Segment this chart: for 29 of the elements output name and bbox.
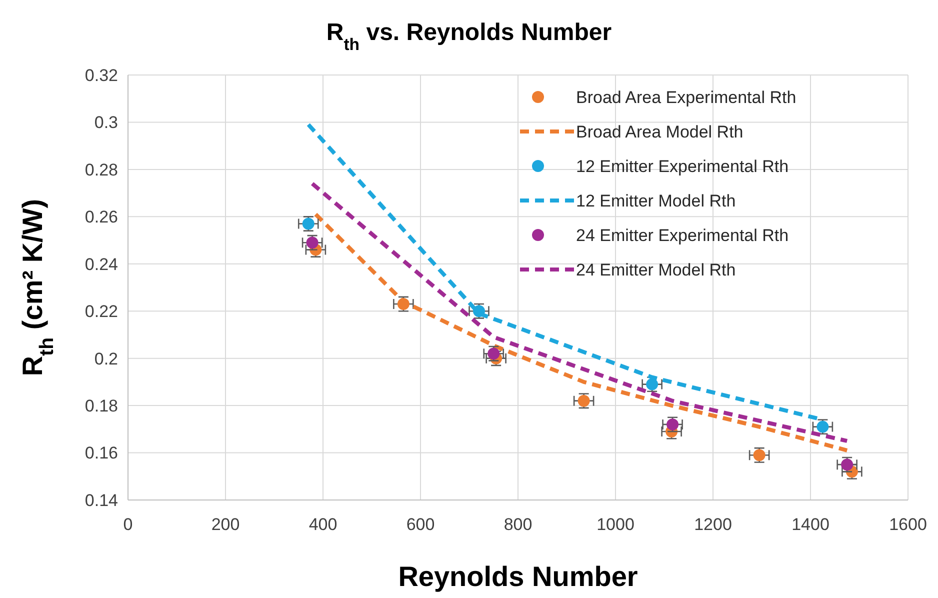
y-tick-label: 0.26 — [84, 208, 118, 227]
x-tick-label: 400 — [308, 515, 338, 534]
x-tick-label: 800 — [504, 515, 532, 534]
y-tick-label: 0.3 — [94, 113, 118, 132]
y-tick-label: 0.24 — [84, 254, 118, 274]
y-tick-label: 0.22 — [84, 302, 118, 322]
x-tick-label: 0 — [123, 515, 133, 534]
y-tick-label: 0.16 — [84, 444, 118, 463]
legend-label: 24 Emitter Experimental Rth — [576, 226, 789, 245]
y-tick-label: 0.18 — [84, 396, 118, 416]
legend-label: 12 Emitter Model Rth — [576, 191, 736, 210]
y-tick-label: 0.28 — [84, 160, 118, 180]
line-series — [314, 212, 850, 452]
x-tick-label: 1400 — [792, 515, 830, 534]
y-tick-label: 0.14 — [84, 490, 118, 510]
x-tick-label: 200 — [211, 515, 240, 534]
legend-label: 24 Emitter Model Rth — [576, 260, 736, 280]
legend-label: Broad Area Model Rth — [576, 122, 744, 142]
legend-label: Broad Area Experimental Rth — [576, 88, 796, 107]
x-tick-label: 600 — [406, 515, 435, 534]
y-tick-label: 0.2 — [94, 349, 118, 368]
chart-title: R$_{th}$ vs. Reynolds Number — [326, 19, 612, 54]
x-tick-label: 1200 — [694, 515, 732, 534]
x-axis-title: Reynolds Number — [398, 561, 638, 592]
x-tick-label: 1600 — [889, 515, 927, 534]
x-tick-label: 1000 — [596, 515, 634, 534]
y-tick-label: 0.32 — [84, 66, 118, 85]
legend-label: 12 Emitter Experimental Rth — [576, 156, 789, 176]
line-series — [310, 182, 850, 443]
